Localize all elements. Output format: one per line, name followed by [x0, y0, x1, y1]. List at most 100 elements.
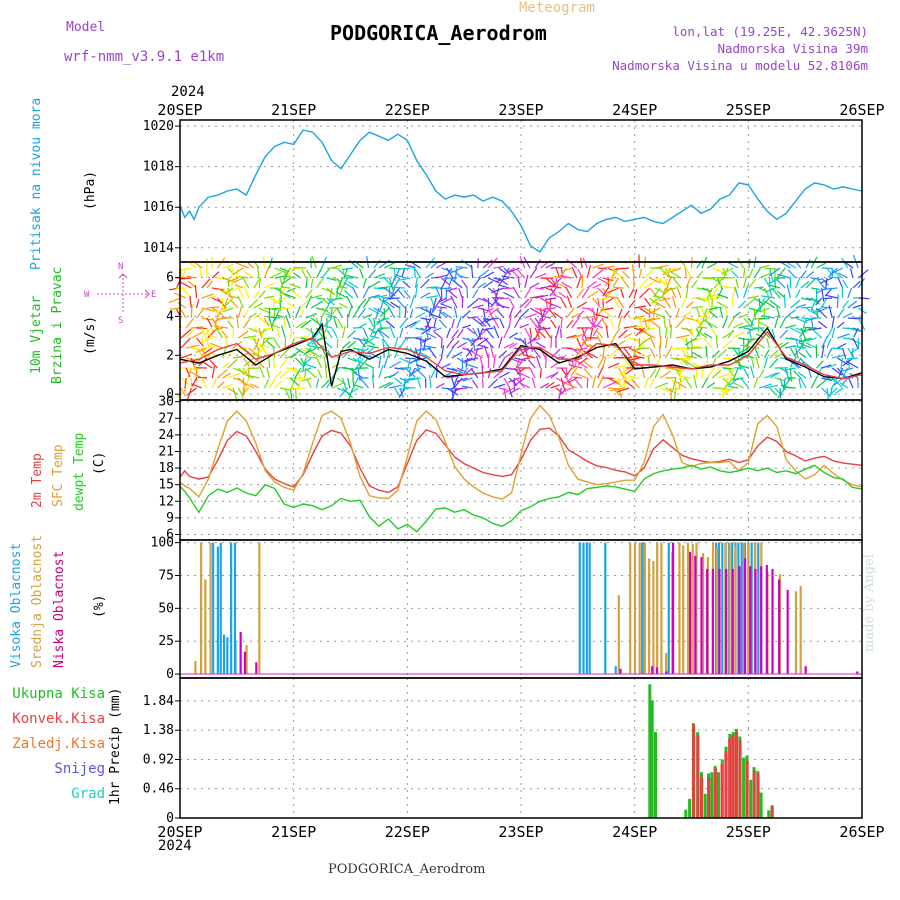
wind-barb	[632, 355, 645, 359]
wind-barb	[550, 384, 561, 389]
wind-barb	[414, 284, 419, 299]
wind-barb	[347, 387, 359, 396]
wind-barb	[754, 341, 765, 349]
wind-barb	[793, 370, 802, 379]
wind-barb	[492, 354, 496, 369]
wind-barb	[342, 387, 353, 399]
wind-barb	[237, 306, 243, 319]
bar-3-0	[750, 542, 753, 675]
wind-barb	[482, 327, 494, 331]
wind-barb	[590, 322, 604, 329]
wind-barb	[837, 342, 847, 349]
wind-barb	[808, 368, 812, 379]
wind-barb	[684, 377, 693, 389]
wind-barb	[850, 347, 859, 354]
wind-barb	[331, 277, 342, 283]
wind-barb	[668, 318, 672, 329]
wind-barb	[227, 277, 230, 288]
wind-barb	[659, 336, 662, 349]
series-line-1-1	[179, 330, 863, 380]
wind-barb	[403, 289, 411, 299]
wind-barb	[201, 327, 207, 340]
wind-barb	[278, 287, 286, 297]
wind-barb	[540, 382, 550, 389]
wind-barb	[281, 277, 291, 285]
wind-barb	[731, 270, 739, 279]
wind-barb	[515, 377, 526, 389]
wind-barb	[435, 357, 443, 369]
wind-barb	[201, 337, 213, 343]
wind-barb	[456, 357, 467, 364]
wind-barb	[387, 305, 396, 319]
wind-barb	[451, 367, 464, 374]
wind-barb	[531, 377, 536, 389]
wind-barb	[562, 387, 572, 393]
wind-barb	[645, 327, 656, 331]
wind-barb	[503, 325, 510, 339]
wind-barb	[743, 267, 746, 279]
wind-barb	[365, 337, 375, 345]
wind-barb	[232, 267, 244, 275]
wind-barb	[483, 345, 489, 359]
wind-barb	[727, 261, 739, 269]
wind-barb	[335, 291, 348, 299]
series-line-2-0	[179, 427, 863, 494]
wind-barb	[324, 341, 333, 349]
wind-barb	[275, 297, 286, 302]
wind-barb	[437, 297, 447, 303]
bar-3-2	[700, 557, 703, 675]
wind-barb	[665, 287, 677, 292]
wind-barb	[390, 277, 396, 288]
wind-barb	[575, 372, 588, 379]
bar-3-1	[728, 542, 731, 675]
wind-barb	[728, 385, 739, 389]
wind-barb	[743, 276, 748, 289]
wind-barb	[301, 377, 312, 382]
wind-barb	[589, 317, 599, 330]
bar-3-2	[765, 564, 768, 675]
wind-barb	[582, 316, 595, 319]
wind-barb	[191, 377, 198, 388]
wind-barb	[243, 285, 250, 299]
wind-barb	[420, 278, 430, 289]
wind-barb	[571, 347, 580, 355]
wind-barb	[201, 278, 211, 289]
wind-barb	[664, 326, 668, 339]
wind-barb	[832, 269, 843, 279]
wind-barb	[832, 354, 846, 359]
wind-barb	[447, 277, 453, 290]
year-bottom: 2024	[158, 838, 192, 854]
wind-barb	[842, 347, 847, 360]
wind-barb	[649, 335, 656, 349]
wind-barb	[674, 380, 687, 389]
wind-barb	[826, 387, 830, 401]
wind-barb	[680, 347, 689, 360]
wind-barb	[243, 335, 257, 339]
wind-barb	[826, 328, 833, 339]
wind-barb	[617, 316, 622, 329]
bar-3-1	[652, 561, 655, 675]
wind-barb	[604, 277, 614, 287]
bar-4-0	[688, 798, 692, 818]
wind-barb	[618, 329, 628, 339]
wind-barb	[748, 268, 754, 279]
wind-barb	[301, 269, 307, 279]
wind-barb	[647, 307, 661, 315]
wind-barb	[758, 369, 765, 379]
wind-barb	[691, 296, 702, 299]
wind-barb	[357, 298, 367, 309]
wind-barb	[336, 286, 348, 289]
wind-barb	[693, 345, 708, 349]
wind-barb	[180, 281, 192, 289]
wind-barb	[625, 367, 635, 375]
wind-barb	[631, 264, 635, 279]
wind-barb	[680, 327, 693, 332]
wind-barb	[253, 278, 261, 289]
wind-barb	[498, 277, 508, 286]
wind-barb	[305, 356, 317, 359]
bar-3-0	[740, 542, 743, 675]
wind-barb	[281, 325, 286, 339]
wind-barb	[518, 371, 531, 379]
wind-barb	[795, 289, 801, 299]
wind-barb	[711, 369, 722, 379]
